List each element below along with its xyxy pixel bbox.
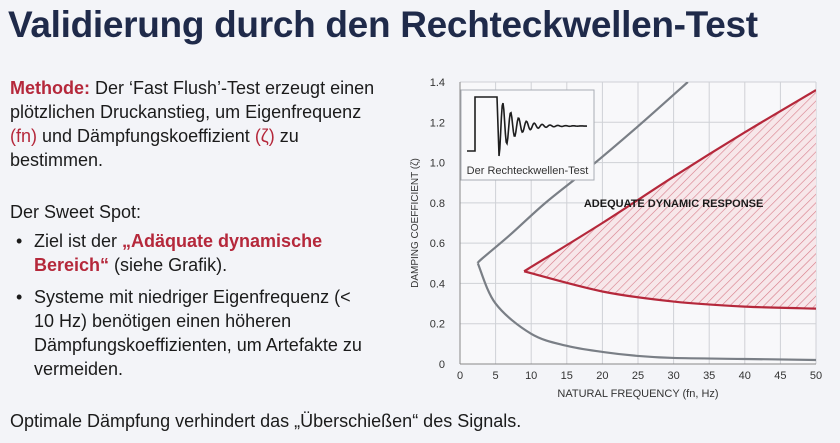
y-tick-label: 0.8 bbox=[430, 198, 445, 210]
x-tick-label: 0 bbox=[457, 370, 463, 382]
x-tick-label: 25 bbox=[632, 370, 644, 382]
x-tick-label: 45 bbox=[774, 370, 786, 382]
x-tick-label: 50 bbox=[810, 370, 822, 382]
x-tick-label: 10 bbox=[525, 370, 537, 382]
square-wave-trace bbox=[467, 96, 588, 157]
damping-boundary-line bbox=[476, 82, 689, 265]
x-tick-label: 35 bbox=[703, 370, 715, 382]
y-tick-label: 1.0 bbox=[430, 158, 445, 170]
damping-boundary-line bbox=[476, 262, 816, 362]
method-label: Methode: bbox=[10, 78, 90, 98]
bullet2-text: Systeme mit niedriger Eigenfrequenz (< 1… bbox=[34, 287, 362, 379]
bullet-list: • Ziel ist der „Adäquate dynamische Berei… bbox=[10, 229, 370, 389]
zeta-symbol: (ζ) bbox=[254, 126, 275, 146]
x-tick-label: 30 bbox=[667, 370, 679, 382]
bullet1-post: (siehe Grafik). bbox=[109, 255, 228, 275]
y-tick-label: 1.2 bbox=[430, 117, 445, 129]
x-tick-label: 20 bbox=[596, 370, 608, 382]
y-tick-label: 0.2 bbox=[430, 319, 445, 331]
inset-caption: Der Rechteckwellen-Test bbox=[467, 165, 589, 177]
slide-title: Validierung durch den Rechteckwellen-Tes… bbox=[8, 4, 758, 45]
adequate-region-fill bbox=[524, 90, 816, 309]
y-tick-label: 0.4 bbox=[430, 278, 445, 290]
bullet-dot: • bbox=[16, 287, 23, 307]
y-axis-label: DAMPING COEFFICIENT (ζ) bbox=[410, 158, 421, 288]
y-tick-label: 1.4 bbox=[430, 77, 445, 89]
method-text-3: zu bestimmen. bbox=[10, 126, 299, 170]
method-paragraph: Methode: Der ‘Fast Flush’-Test erzeugt e… bbox=[10, 76, 390, 172]
x-tick-label: 15 bbox=[561, 370, 573, 382]
region-label: ADEQUATE DYNAMIC RESPONSE bbox=[584, 198, 763, 210]
bullet1-highlight: „Adäquate dynamische Bereich“ bbox=[34, 231, 323, 275]
bullet1-pre: Ziel ist der bbox=[34, 231, 123, 251]
bullet-dot: • bbox=[16, 231, 23, 251]
method-text-2: und Dämpfungskoeffizient bbox=[37, 126, 255, 146]
method-text-1: Der ‘Fast Flush’-Test erzeugt einen plöt… bbox=[10, 78, 375, 122]
bullet-item-goal: • Ziel ist der „Adäquate dynamische Berei… bbox=[10, 229, 370, 277]
y-tick-label: 0.6 bbox=[430, 238, 445, 250]
x-tick-label: 40 bbox=[739, 370, 751, 382]
adequate-boundary-line bbox=[523, 270, 816, 310]
y-tick-label: 0 bbox=[439, 359, 445, 371]
x-axis-label: NATURAL FREQUENCY (fn, Hz) bbox=[557, 388, 718, 400]
footer-text: Optimale Dämpfung verhindert das „Übersc… bbox=[10, 411, 522, 431]
sweet-spot-heading: Der Sweet Spot: bbox=[10, 202, 142, 222]
adequate-boundary-line bbox=[523, 89, 816, 273]
x-tick-label: 5 bbox=[493, 370, 499, 382]
inset-box bbox=[460, 89, 595, 181]
bullet-item-low-frequency: • Systeme mit niedriger Eigenfrequenz (< … bbox=[10, 285, 370, 381]
fn-symbol: (fn) bbox=[10, 126, 37, 146]
